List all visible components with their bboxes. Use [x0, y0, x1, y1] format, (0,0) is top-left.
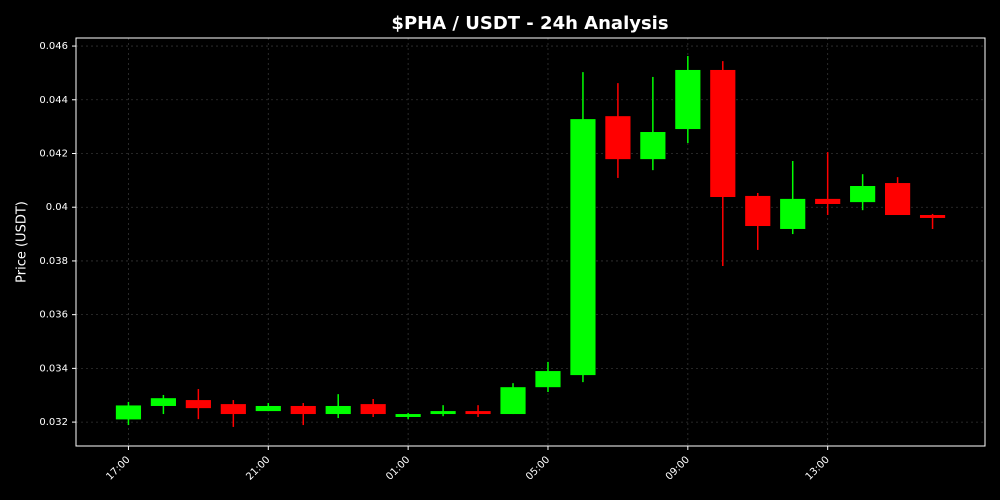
candle-body: [360, 404, 386, 415]
candle-body: [395, 414, 421, 417]
candle-body: [185, 400, 211, 409]
candle-body: [780, 198, 806, 229]
y-tick-label: 0.044: [39, 95, 68, 106]
y-tick-label: 0.038: [39, 256, 68, 267]
y-tick-label: 0.042: [39, 148, 68, 159]
candle-body: [220, 404, 246, 415]
candle-body: [115, 405, 142, 420]
y-axis-label: Price (USDT): [15, 201, 30, 283]
candle-body: [255, 405, 281, 412]
chart-title: $PHA / USDT - 24h Analysis: [391, 13, 668, 34]
y-tick-label: 0.034: [39, 363, 68, 374]
candle-body: [535, 371, 561, 388]
candle-body: [745, 195, 771, 227]
candle-body: [850, 185, 876, 203]
y-tick-label: 0.032: [39, 417, 68, 428]
candle-body: [570, 119, 596, 376]
candle-body: [605, 116, 631, 160]
candle-body: [500, 387, 526, 415]
y-tick-label: 0.046: [39, 41, 68, 52]
candle-body: [919, 215, 946, 218]
candle-body: [290, 405, 316, 415]
candle-body: [325, 405, 351, 415]
candle-body: [150, 398, 176, 406]
candle-body: [675, 69, 701, 130]
candle-body: [465, 411, 491, 415]
plot-frame: [75, 37, 986, 447]
candle-body: [815, 198, 841, 204]
candle-body: [430, 411, 456, 415]
candle-body: [640, 132, 666, 160]
candle-body: [710, 69, 736, 198]
y-tick-label: 0.04: [46, 202, 68, 213]
y-tick-label: 0.036: [39, 310, 68, 321]
candle-body: [885, 183, 911, 216]
